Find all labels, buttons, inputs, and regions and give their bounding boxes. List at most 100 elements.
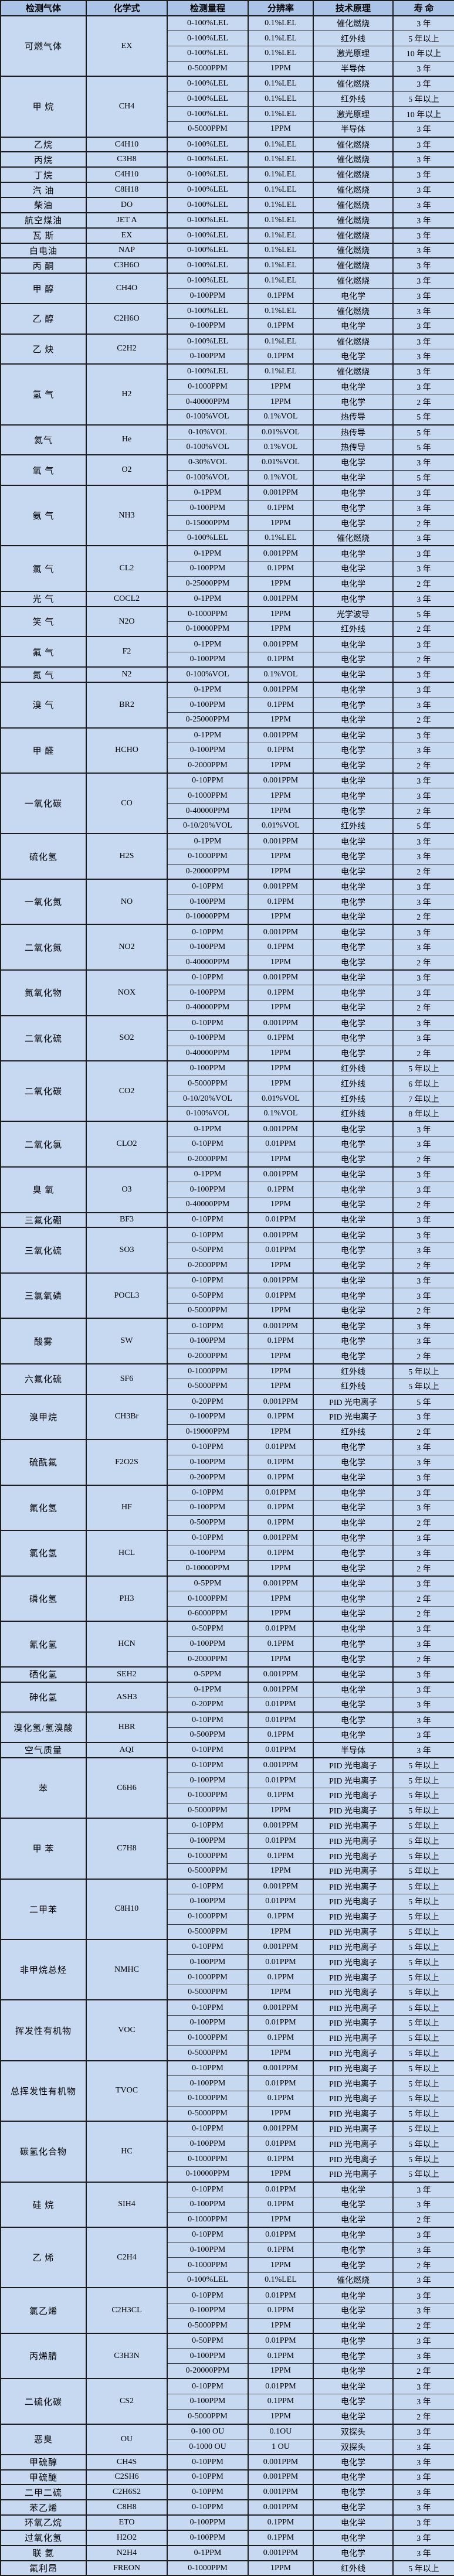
life-cell: 2 年 [392, 1151, 454, 1168]
range-cell: 0-30%VOL [167, 454, 249, 471]
life-cell: 5 年以上 [392, 2105, 454, 2122]
range-cell: 0-100PPM [167, 1030, 249, 1046]
life-cell: 5 年以上 [392, 1863, 454, 1880]
principle-cell: 电化学 [313, 1500, 394, 1516]
gas-name-cell: 硫酰氟 [0, 1439, 87, 1486]
resolution-cell: 0.1PPM [248, 1969, 314, 1986]
resolution-cell: 0.1PPM [248, 348, 314, 365]
range-cell: 0-15000PPM [167, 515, 249, 532]
table-row: 0-100PPM 0.01PPM PID 光电离子 5 年以上 [1, 1893, 454, 1910]
principle-cell: 电化学 [313, 515, 394, 532]
range-cell: 0-10PPM [167, 2227, 249, 2243]
table-row: 0-25000PPM 1PPM 电化学 2 年 [1, 576, 454, 592]
formula-cell: HC [86, 2121, 168, 2183]
table-row: 氟利昂 FREON 0-1000PPM 1PPM 红外线 5 年以上 [0, 2560, 454, 2576]
resolution-cell: 0.1PPM [248, 318, 314, 335]
principle-cell: 电化学 [313, 2227, 394, 2243]
range-cell: 0-1000PPM [167, 605, 249, 622]
principle-cell: 电化学 [313, 2257, 394, 2274]
life-cell: 5 年以上 [392, 1848, 454, 1864]
principle-cell: PID 光电离子 [313, 1924, 394, 1940]
gas-name-cell: 环氧乙烷 [0, 2514, 87, 2531]
resolution-cell: 0.1PPM [248, 2348, 314, 2364]
table-row: 硒化氢 SEH2 0-5PPM 0.001PPM 电化学 3 年 [0, 1666, 454, 1683]
gas-name-cell: 六氟化硫 [0, 1363, 87, 1395]
principle-cell: 电化学 [313, 2408, 394, 2425]
life-cell: 10 年以上 [392, 46, 454, 62]
resolution-cell: 0.1%LEL [248, 302, 314, 319]
table-row: 氨 气 NH3 0-1PPM 0.001PPM 电化学 3 年 [0, 484, 454, 546]
life-cell: 2 年 [392, 712, 454, 728]
life-cell: 5 年 [392, 1393, 454, 1410]
life-cell: 5 年以上 [392, 1818, 454, 1834]
table-row: 磷化氢 PH3 0-5PPM 0.001PPM 电化学 3 年 [0, 1575, 454, 1622]
range-cell: 0-5000PPM [167, 1924, 249, 1940]
table-row: 0-5000PPM 1PPM PID 光电离子 5 年以上 [1, 1863, 454, 1880]
life-cell: 5 年以上 [392, 2560, 454, 2576]
life-cell: 5 年以上 [392, 2045, 454, 2061]
principle-cell: 催化燃烧 [313, 151, 394, 168]
resolution-cell: 0.001PPM [248, 1318, 314, 1334]
range-cell: 0-100PPM [167, 1454, 249, 1471]
range-cell: 0-100PPM [167, 985, 249, 1001]
resolution-cell: 1PPM [248, 1060, 314, 1077]
principle-cell: 催化燃烧 [313, 257, 394, 274]
range-cell: 0-1000PPM [167, 1788, 249, 1803]
life-cell: 3 年 [392, 121, 454, 138]
range-cell: 0-50PPM [167, 1288, 249, 1304]
principle-cell: 电化学 [313, 1697, 394, 1713]
life-cell: 3 年 [392, 1242, 454, 1258]
life-cell: 5 年 [392, 818, 454, 834]
principle-cell: 电化学 [313, 576, 394, 592]
resolution-cell: 0.1PPM [248, 2242, 314, 2258]
resolution-cell: 0.1%LEL [248, 30, 314, 47]
resolution-cell: 0.1PPM [248, 560, 314, 577]
formula-cell: F2O2S [86, 1439, 168, 1486]
gas-name-cell: 甲 苯 [0, 1818, 87, 1880]
table-row: 三氧化硫 SO3 0-10PPM 0.001PPM 电化学 3 年 [0, 1227, 454, 1274]
principle-cell: 电化学 [313, 878, 394, 895]
resolution-cell: 0.001PPM [248, 878, 314, 895]
resolution-cell: 0.01PPM [248, 2227, 314, 2243]
resolution-cell: 0.001PPM [248, 1393, 314, 1410]
resolution-cell: 1PPM [248, 848, 314, 865]
resolution-cell: 0.001PPM [248, 636, 314, 652]
range-cell: 0-100PPM [167, 1333, 249, 1349]
principle-cell: 电化学 [313, 697, 394, 713]
principle-cell: 电化学 [313, 1439, 394, 1455]
range-cell: 0-10PPM [167, 773, 249, 789]
life-cell: 3 年 [392, 939, 454, 955]
resolution-cell: 0.001PPM [248, 2469, 314, 2485]
range-cell: 0-10PPM [167, 1939, 249, 1955]
principle-cell: 电化学 [313, 2332, 394, 2349]
range-cell: 0-10000PPM [167, 909, 249, 925]
table-row: 0-20PPM 0.01PPM 电化学 3 年 [1, 1697, 454, 1713]
life-cell: 3 年 [392, 1711, 454, 1728]
range-cell: 0-5000PPM [167, 1863, 249, 1880]
table-row: 甲硫醇 CH4S 0-10PPM 0.001PPM 电化学 3 年 [0, 2454, 454, 2470]
table-row: 0-100%LEL 0.1%LEL 催化燃烧 3 年 [1, 2272, 454, 2288]
range-cell: 0-100PPM [167, 1954, 249, 1971]
resolution-cell: 0.01PPM [248, 2075, 314, 2091]
range-cell: 0-100%LEL [167, 257, 249, 274]
resolution-cell: 0.1PPM [248, 1636, 314, 1652]
resolution-cell: 0.001PPM [248, 833, 314, 849]
life-cell: 3 年 [392, 1121, 454, 1137]
table-row: 过氧化氢 H2O2 0-100PPM 0.1PPM 电化学 3 年 [0, 2529, 454, 2546]
life-cell: 3 年 [392, 333, 454, 349]
table-row: 丙 酮 C3H6O 0-100%LEL 0.1%LEL 催化燃烧 3 年 [0, 257, 454, 274]
principle-cell: 催化燃烧 [313, 273, 394, 289]
life-cell: 3 年 [392, 363, 454, 380]
principle-cell: 红外线 [313, 2560, 394, 2576]
life-cell: 5 年以上 [392, 1363, 454, 1380]
range-cell: 0-100PPM [167, 1500, 249, 1516]
formula-cell: ETO [86, 2514, 168, 2531]
resolution-cell: 0.01%VOL [248, 1091, 314, 1107]
life-cell: 2 年 [392, 2408, 454, 2425]
resolution-cell: 1PPM [248, 712, 314, 728]
principle-cell: 电化学 [313, 803, 394, 819]
life-cell: 5 年以上 [392, 1788, 454, 1803]
table-row: 0-100PPM 0.01PPM PID 光电离子 5 年以上 [1, 1954, 454, 1971]
principle-cell: PID 光电离子 [313, 1985, 394, 2000]
range-cell: 0-10PPM [167, 878, 249, 895]
